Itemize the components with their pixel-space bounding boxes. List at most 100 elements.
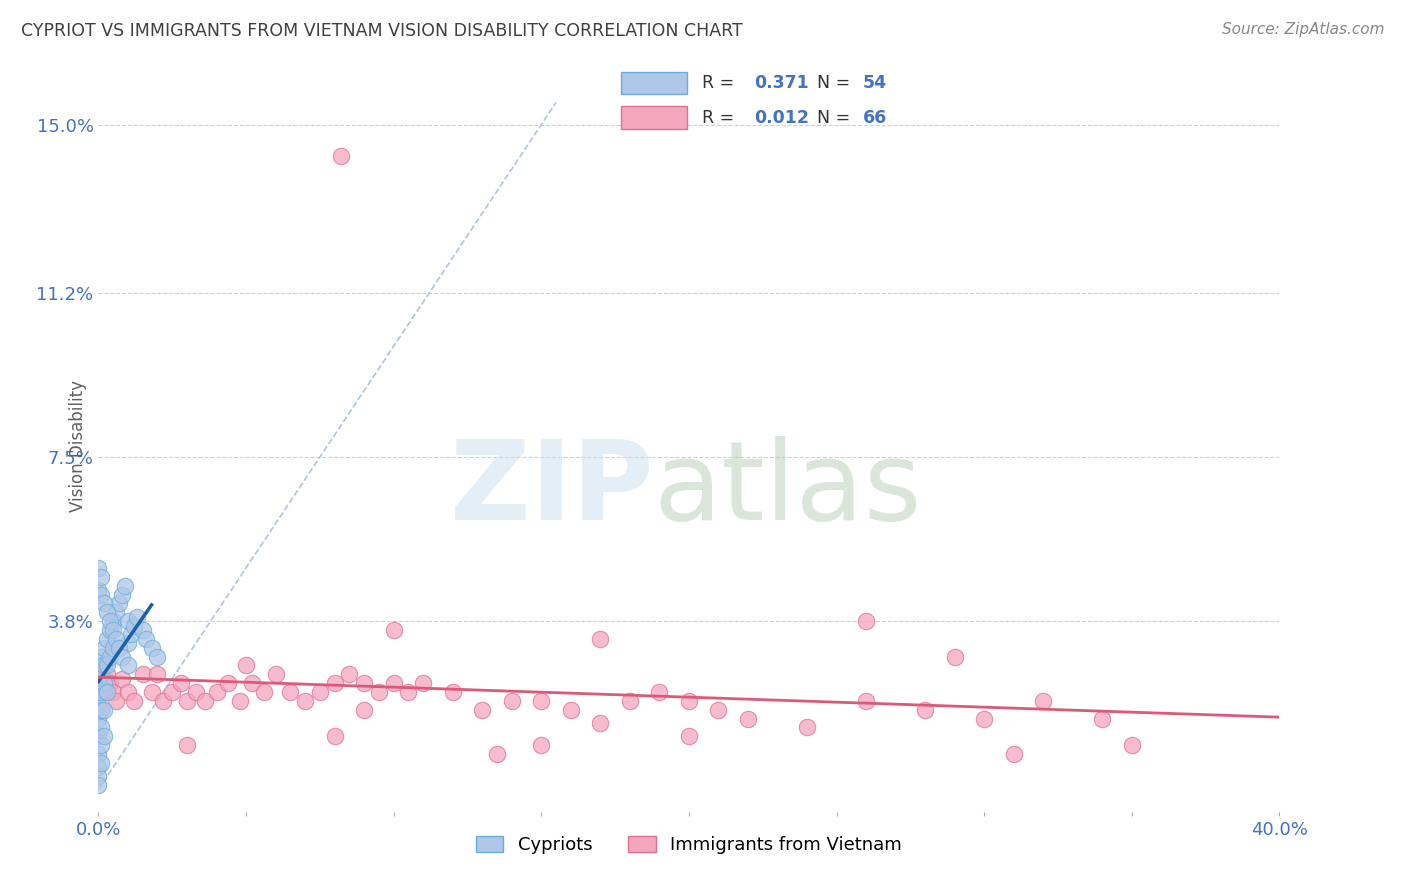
Point [125, 609, 148, 624]
Point [264, 667, 287, 681]
Y-axis label: Vision Disability: Vision Disability [69, 380, 87, 512]
Text: 0.012: 0.012 [754, 109, 808, 128]
Point [170, 676, 193, 690]
Point [111, 587, 134, 601]
Point [441, 685, 464, 699]
Point [117, 658, 139, 673]
Point [1091, 712, 1114, 726]
Point [619, 694, 641, 708]
Bar [620, 106, 688, 129]
Point [93, 658, 115, 673]
Point [87, 769, 110, 783]
Point [105, 632, 128, 646]
Point [589, 716, 612, 731]
Text: N =: N = [817, 73, 856, 92]
Point [141, 640, 163, 655]
Point [90, 721, 112, 735]
Point [117, 685, 139, 699]
Point [93, 640, 115, 655]
Point [103, 623, 125, 637]
Point [108, 596, 131, 610]
Point [105, 694, 128, 708]
Point [90, 756, 112, 770]
Point [96, 658, 118, 673]
Point [90, 738, 112, 752]
Point [111, 672, 134, 686]
Text: R =: R = [703, 73, 740, 92]
Point [87, 685, 110, 699]
Point [162, 685, 183, 699]
Point [353, 676, 375, 690]
Point [87, 676, 110, 690]
Point [132, 623, 155, 637]
Point [501, 694, 523, 708]
Point [98, 649, 121, 664]
Text: N =: N = [817, 109, 856, 128]
Point [98, 623, 121, 637]
Point [382, 676, 405, 690]
Point [90, 703, 112, 717]
Point [96, 605, 118, 619]
Point [111, 649, 134, 664]
Point [530, 738, 553, 752]
Point [589, 632, 612, 646]
Point [1002, 747, 1025, 761]
Point [329, 148, 352, 162]
Point [90, 676, 112, 690]
Point [146, 649, 169, 664]
Point [235, 658, 257, 673]
Point [122, 694, 145, 708]
Point [530, 694, 553, 708]
Point [90, 587, 112, 601]
Point [194, 694, 217, 708]
Point [184, 685, 207, 699]
Point [229, 694, 252, 708]
Point [253, 685, 276, 699]
Point [103, 614, 125, 628]
Point [87, 561, 110, 575]
Point [105, 605, 128, 619]
Point [353, 703, 375, 717]
Point [90, 649, 112, 664]
Point [737, 712, 759, 726]
Point [117, 614, 139, 628]
Point [486, 747, 509, 761]
Point [98, 676, 121, 690]
Point [294, 694, 316, 708]
Point [973, 712, 995, 726]
Point [87, 730, 110, 744]
Text: atlas: atlas [654, 436, 922, 543]
Text: Source: ZipAtlas.com: Source: ZipAtlas.com [1222, 22, 1385, 37]
Point [471, 703, 494, 717]
Point [117, 636, 139, 650]
Point [93, 676, 115, 690]
Point [323, 676, 346, 690]
Text: R =: R = [703, 109, 740, 128]
Point [87, 658, 110, 673]
Legend: Cypriots, Immigrants from Vietnam: Cypriots, Immigrants from Vietnam [477, 836, 901, 854]
Point [93, 730, 115, 744]
Point [796, 721, 818, 735]
Point [120, 627, 142, 641]
Point [205, 685, 228, 699]
Point [412, 676, 434, 690]
Point [93, 685, 115, 699]
Point [90, 570, 112, 584]
Point [108, 640, 131, 655]
Point [135, 632, 157, 646]
Point [560, 703, 582, 717]
Point [678, 730, 700, 744]
Point [398, 685, 420, 699]
Point [103, 685, 125, 699]
Text: CYPRIOT VS IMMIGRANTS FROM VIETNAM VISION DISABILITY CORRELATION CHART: CYPRIOT VS IMMIGRANTS FROM VIETNAM VISIO… [21, 22, 742, 40]
Point [93, 596, 115, 610]
Point [87, 698, 110, 713]
Point [122, 618, 145, 632]
Text: ZIP: ZIP [450, 436, 654, 543]
Point [103, 640, 125, 655]
Point [240, 676, 263, 690]
Point [87, 685, 110, 699]
Point [1032, 694, 1054, 708]
Point [141, 685, 163, 699]
Point [217, 676, 239, 690]
